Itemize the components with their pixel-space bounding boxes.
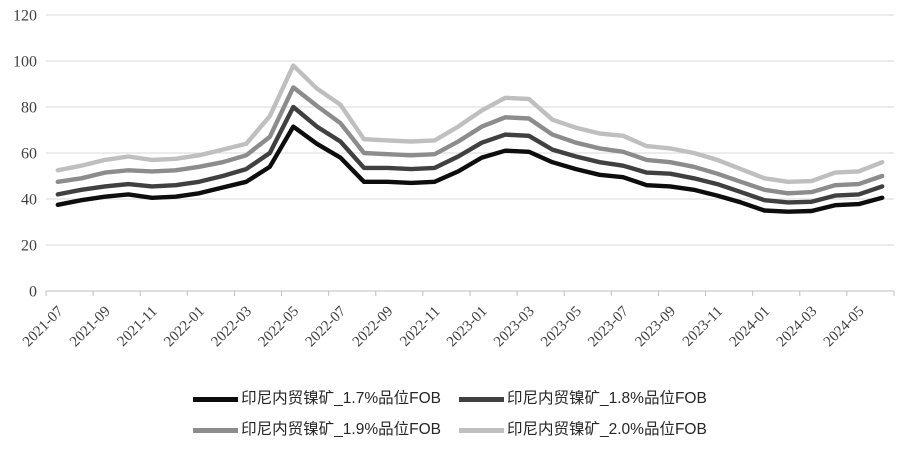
x-axis-tick-label: 2021-09 xyxy=(67,304,114,351)
price-line xyxy=(55,124,885,214)
x-axis-tick-label: 2022-01 xyxy=(161,304,208,351)
y-axis-tick-label: 0 xyxy=(29,284,37,301)
y-axis-tick-label: 120 xyxy=(13,8,37,25)
x-axis-tick-label: 2022-09 xyxy=(350,304,397,351)
x-axis-tick-label: 2023-09 xyxy=(632,304,679,351)
y-axis-tick-label: 40 xyxy=(21,192,37,209)
legend-label-2-0: 印尼内贸镍矿_2.0%品位FOB xyxy=(507,421,707,438)
chart-legend: 印尼内贸镍矿_1.7%品位FOB 印尼内贸镍矿_1.8%品位FOB 印尼内贸镍矿… xyxy=(0,390,900,439)
price-line xyxy=(55,104,885,205)
legend-line-swatch-1-9 xyxy=(193,427,239,433)
price-line xyxy=(55,63,885,185)
legend-line-swatch-1-7 xyxy=(193,396,239,402)
legend-line-swatch-1-8 xyxy=(459,396,504,402)
x-axis-tick-label: 2022-03 xyxy=(208,304,255,351)
legend-label-1-7: 印尼内贸镍矿_1.7%品位FOB xyxy=(241,390,441,407)
y-axis-tick-label: 100 xyxy=(13,54,37,71)
x-axis-tick-label: 2024-05 xyxy=(821,304,868,351)
legend-item-1-7-fob: 印尼内贸镍矿_1.7%品位FOB xyxy=(193,390,441,408)
legend-item-1-9-fob: 印尼内贸镍矿_1.9%品位FOB xyxy=(193,421,441,439)
x-axis-tick-label: 2023-11 xyxy=(680,304,726,350)
x-axis-tick-label: 2022-11 xyxy=(397,304,443,350)
x-axis-tick-label: 2024-01 xyxy=(727,304,774,351)
x-axis-tick-label: 2022-07 xyxy=(303,303,350,350)
x-axis-tick-label: 2023-03 xyxy=(491,304,538,351)
x-axis-tick-label: 2021-11 xyxy=(115,304,161,350)
legend-label-1-8: 印尼内贸镍矿_1.8%品位FOB xyxy=(507,390,707,407)
x-axis-tick-label: 2023-01 xyxy=(444,304,491,351)
y-axis-tick-label: 80 xyxy=(21,100,37,117)
x-axis-tick-label: 2023-05 xyxy=(538,304,585,351)
y-axis-tick-label: 20 xyxy=(21,238,37,255)
legend-line-swatch-2-0 xyxy=(459,427,504,433)
legend-label-1-9: 印尼内贸镍矿_1.9%品位FOB xyxy=(241,421,441,438)
x-axis-tick-label: 2023-07 xyxy=(585,303,632,350)
x-axis-tick-label: 2024-03 xyxy=(774,304,821,351)
legend-item-1-8-fob: 印尼内贸镍矿_1.8%品位FOB xyxy=(459,390,707,408)
y-axis-tick-label: 60 xyxy=(21,146,37,163)
price-line xyxy=(55,85,885,196)
legend-item-2-0-fob: 印尼内贸镍矿_2.0%品位FOB xyxy=(459,421,707,439)
x-axis-tick-label: 2021-07 xyxy=(20,303,67,350)
x-axis-tick-label: 2022-05 xyxy=(255,304,302,351)
